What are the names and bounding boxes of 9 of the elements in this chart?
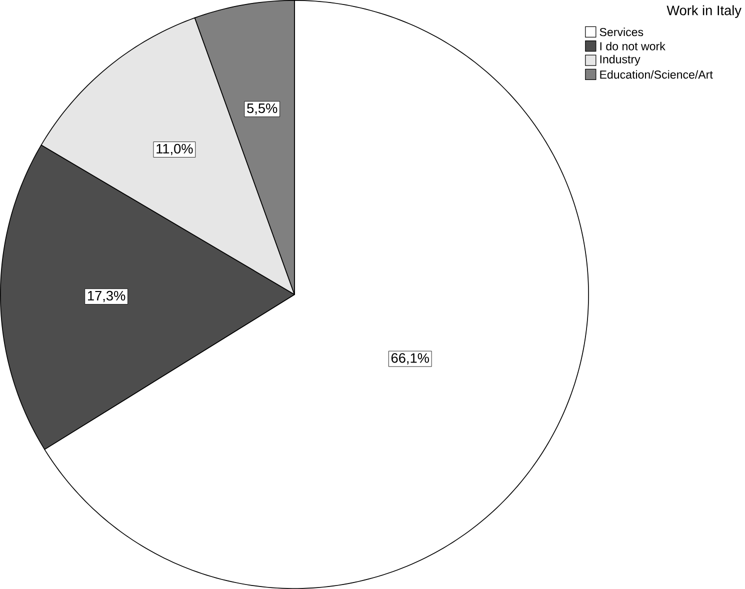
data-label: 66,1% xyxy=(391,353,429,364)
data-label: 5,5% xyxy=(247,103,278,115)
legend-label: Industry xyxy=(600,54,640,66)
data-label: 11,0% xyxy=(156,144,193,156)
legend-label: Education/Science/Art xyxy=(600,70,713,79)
slice-label: Services xyxy=(600,28,644,36)
legend-label: I do not work xyxy=(600,42,666,50)
data-label: 17,3% xyxy=(88,290,126,302)
legend-title: Work in Italy xyxy=(666,5,742,18)
